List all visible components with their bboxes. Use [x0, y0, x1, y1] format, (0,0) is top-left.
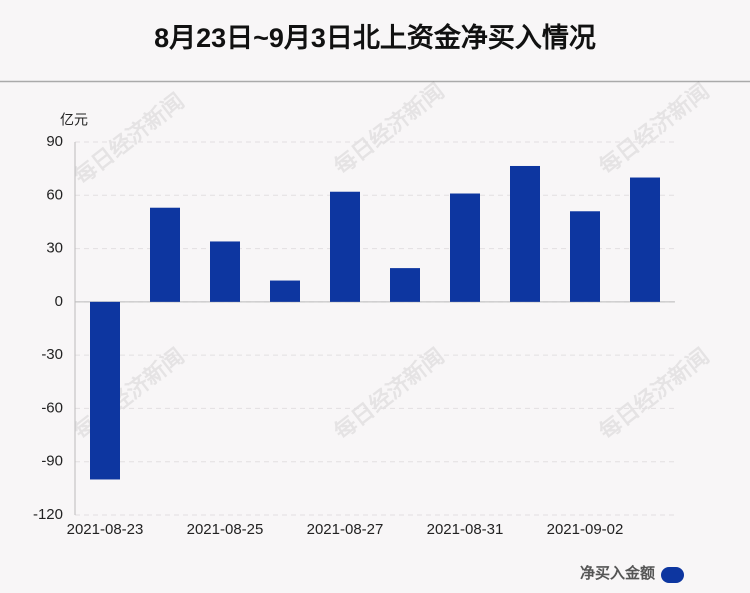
y-tick-label: -30: [41, 346, 63, 363]
bar: [570, 211, 600, 302]
bar: [90, 301, 120, 480]
y-tick-label: 60: [46, 186, 63, 203]
y-tick-label: -120: [33, 506, 63, 523]
chart-title: 8月23日~9月3日北上资金净买入情况: [154, 22, 596, 53]
y-tick-label: 0: [55, 293, 63, 310]
x-tick-label: 2021-08-27: [307, 521, 384, 538]
y-tick-label: 90: [46, 133, 63, 150]
x-tick-label: 2021-08-31: [427, 521, 504, 538]
bar: [390, 268, 420, 302]
bar: [210, 241, 240, 302]
y-tick-label: -60: [41, 399, 63, 416]
y-unit: 亿元: [60, 112, 88, 128]
x-tick-label: 2021-08-25: [187, 521, 264, 538]
x-tick-label: 2021-08-23: [67, 521, 144, 538]
bar: [330, 191, 360, 302]
y-tick-label: 30: [46, 240, 63, 257]
legend-label: 净买入金额: [580, 564, 655, 582]
y-tick-label: -90: [41, 453, 63, 470]
bar: [510, 165, 540, 302]
x-tick-label: 2021-09-02: [547, 521, 624, 538]
bar: [630, 177, 660, 302]
bar: [270, 280, 300, 302]
legend-swatch: [661, 567, 684, 583]
bar: [450, 193, 480, 302]
bar: [150, 207, 180, 302]
